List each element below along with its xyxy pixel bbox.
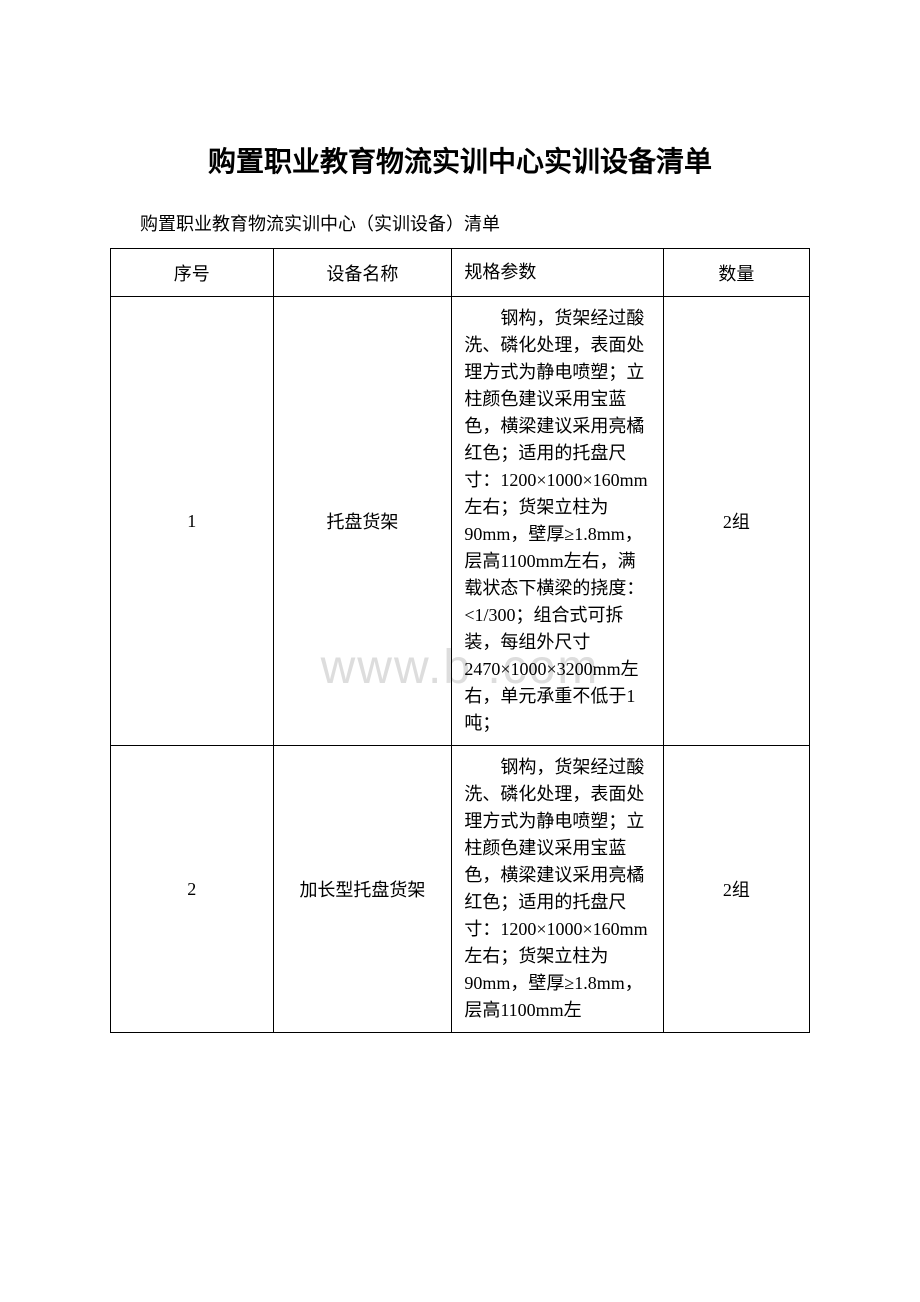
spec-text: 钢构，货架经过酸洗、磷化处理，表面处理方式为静电喷塑；立柱颜色建议采用宝蓝色，横… bbox=[464, 305, 650, 737]
cell-seq: 1 bbox=[111, 297, 274, 746]
document-subtitle: 购置职业教育物流实训中心（实训设备）清单 bbox=[140, 210, 810, 236]
cell-spec: 钢构，货架经过酸洗、磷化处理，表面处理方式为静电喷塑；立柱颜色建议采用宝蓝色，横… bbox=[452, 746, 663, 1033]
header-qty: 数量 bbox=[663, 249, 809, 297]
cell-qty: 2组 bbox=[663, 297, 809, 746]
equipment-table: 序号 设备名称 规格参数 数量 1 托盘货架 钢构，货架经过酸洗、磷化处理，表面… bbox=[110, 248, 810, 1033]
table-header-row: 序号 设备名称 规格参数 数量 bbox=[111, 249, 810, 297]
header-spec: 规格参数 bbox=[452, 249, 663, 297]
header-name: 设备名称 bbox=[273, 249, 452, 297]
cell-name: 托盘货架 bbox=[273, 297, 452, 746]
cell-qty: 2组 bbox=[663, 746, 809, 1033]
document-title: 购置职业教育物流实训中心实训设备清单 bbox=[110, 140, 810, 180]
table-row: 2 加长型托盘货架 钢构，货架经过酸洗、磷化处理，表面处理方式为静电喷塑；立柱颜… bbox=[111, 746, 810, 1033]
header-seq: 序号 bbox=[111, 249, 274, 297]
cell-spec: 钢构，货架经过酸洗、磷化处理，表面处理方式为静电喷塑；立柱颜色建议采用宝蓝色，横… bbox=[452, 297, 663, 746]
cell-name: 加长型托盘货架 bbox=[273, 746, 452, 1033]
table-row: 1 托盘货架 钢构，货架经过酸洗、磷化处理，表面处理方式为静电喷塑；立柱颜色建议… bbox=[111, 297, 810, 746]
spec-text: 钢构，货架经过酸洗、磷化处理，表面处理方式为静电喷塑；立柱颜色建议采用宝蓝色，横… bbox=[464, 754, 650, 1024]
cell-seq: 2 bbox=[111, 746, 274, 1033]
